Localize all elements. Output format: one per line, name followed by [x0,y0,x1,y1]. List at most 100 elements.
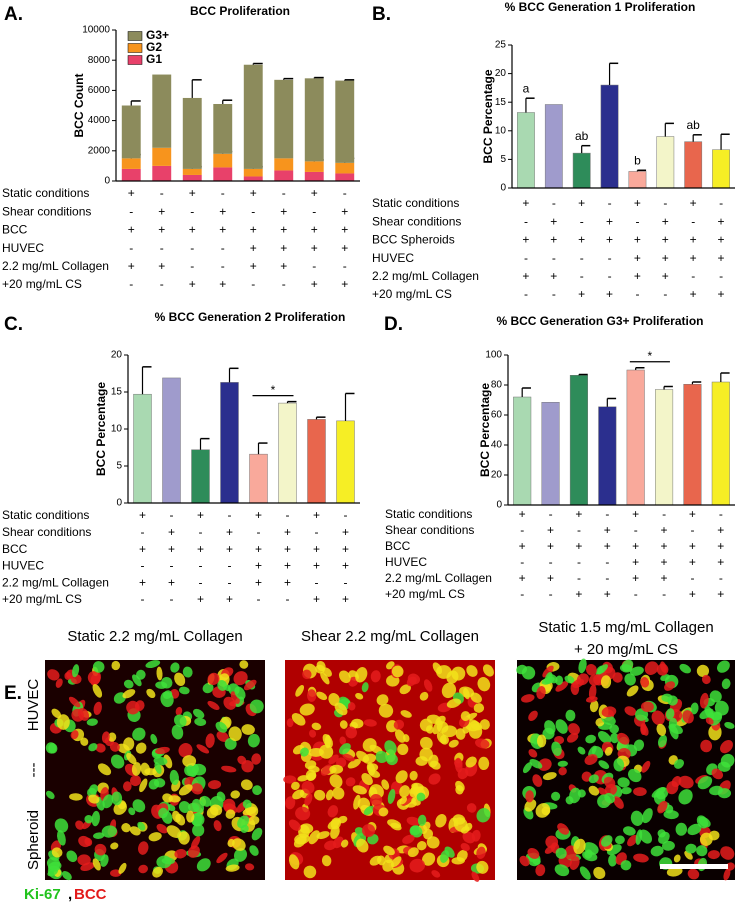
condition-sign: + [280,259,287,273]
bar-segment [335,80,355,163]
cell [234,686,246,700]
cell [327,819,340,830]
cell [249,845,259,856]
condition-sign: - [221,259,225,273]
cell [568,723,580,735]
image-caption: Shear 2.2 mg/mL Collagen [301,628,479,645]
cell [720,846,735,860]
condition-sign: + [280,223,287,237]
cell [585,663,597,676]
cell [662,840,675,851]
condition-label: Static conditions [2,186,89,200]
cell [666,866,683,877]
cell [137,821,146,831]
cell [704,705,715,721]
cell [322,667,332,677]
cell [303,865,317,879]
condition-sign: - [199,559,203,573]
cell [121,823,131,833]
condition-sign: + [158,204,165,218]
cell [361,682,369,693]
cell [291,713,306,726]
cell [148,832,162,842]
cell [311,722,322,731]
cell [356,838,369,853]
condition-sign: - [344,508,348,522]
cell [656,723,667,736]
y-tick-label: 25 [495,40,507,51]
condition-sign: + [128,186,135,200]
cell [476,846,486,859]
cell [466,803,477,813]
condition-label: 2.2 mg/mL Collagen [2,259,109,273]
y-tick-label: 6000 [88,85,111,96]
bar-segment [152,147,172,166]
cell [84,814,94,824]
cell [138,841,149,855]
cell [341,839,349,848]
condition-sign: - [141,559,145,573]
condition-sign: + [219,204,226,218]
cell [161,677,173,689]
y-tick-label: 10000 [82,25,110,36]
condition-sign: + [661,539,668,553]
condition-sign: + [690,233,697,247]
cell [542,727,555,740]
significance-letter: ab [575,129,589,143]
condition-sign: + [219,223,226,237]
cell [598,760,610,770]
y-tick-label: 80 [491,380,503,391]
cell [174,848,187,859]
cell [299,823,314,834]
cell [675,822,688,836]
condition-sign: - [170,559,174,573]
cell [471,871,480,882]
condition-sign: - [580,251,584,265]
cell [332,787,345,800]
condition-sign: + [280,204,287,218]
condition-sign: + [189,186,196,200]
cell [88,794,100,804]
cell [661,693,673,702]
condition-sign: + [311,241,318,255]
condition-sign: - [690,523,694,537]
cell [375,750,388,764]
cell [604,792,615,804]
bar-segment [243,176,263,181]
cell [423,829,434,840]
cell [216,791,226,802]
panel-letter: A. [4,4,23,25]
y-axis-label: BCC Percentage [478,383,492,477]
condition-sign: - [315,575,319,589]
cell [237,815,250,829]
cell [225,809,236,819]
cell [557,760,568,767]
cell [202,682,214,694]
cell [578,658,587,674]
condition-sign: + [313,508,320,522]
cell [705,717,714,725]
condition-sign: - [170,592,174,606]
cell [295,684,305,697]
condition-sign: - [257,592,261,606]
condition-sign: + [284,542,291,556]
cell [95,743,106,753]
cell [66,850,78,863]
condition-label: Shear conditions [2,525,91,539]
condition-sign: - [552,287,556,301]
condition-sign: + [718,214,725,228]
cell [167,804,176,812]
cell [242,806,257,816]
cell [387,789,396,804]
cell [80,862,95,872]
y-tick-label: 20 [495,68,507,79]
cell [361,773,373,786]
cell [129,775,142,787]
condition-sign: + [311,223,318,237]
cell [641,808,653,824]
y-axis-label: BCC Percentage [94,382,108,476]
cell [554,864,570,877]
cell [72,664,80,678]
condition-sign: + [280,241,287,255]
cell [720,740,733,754]
